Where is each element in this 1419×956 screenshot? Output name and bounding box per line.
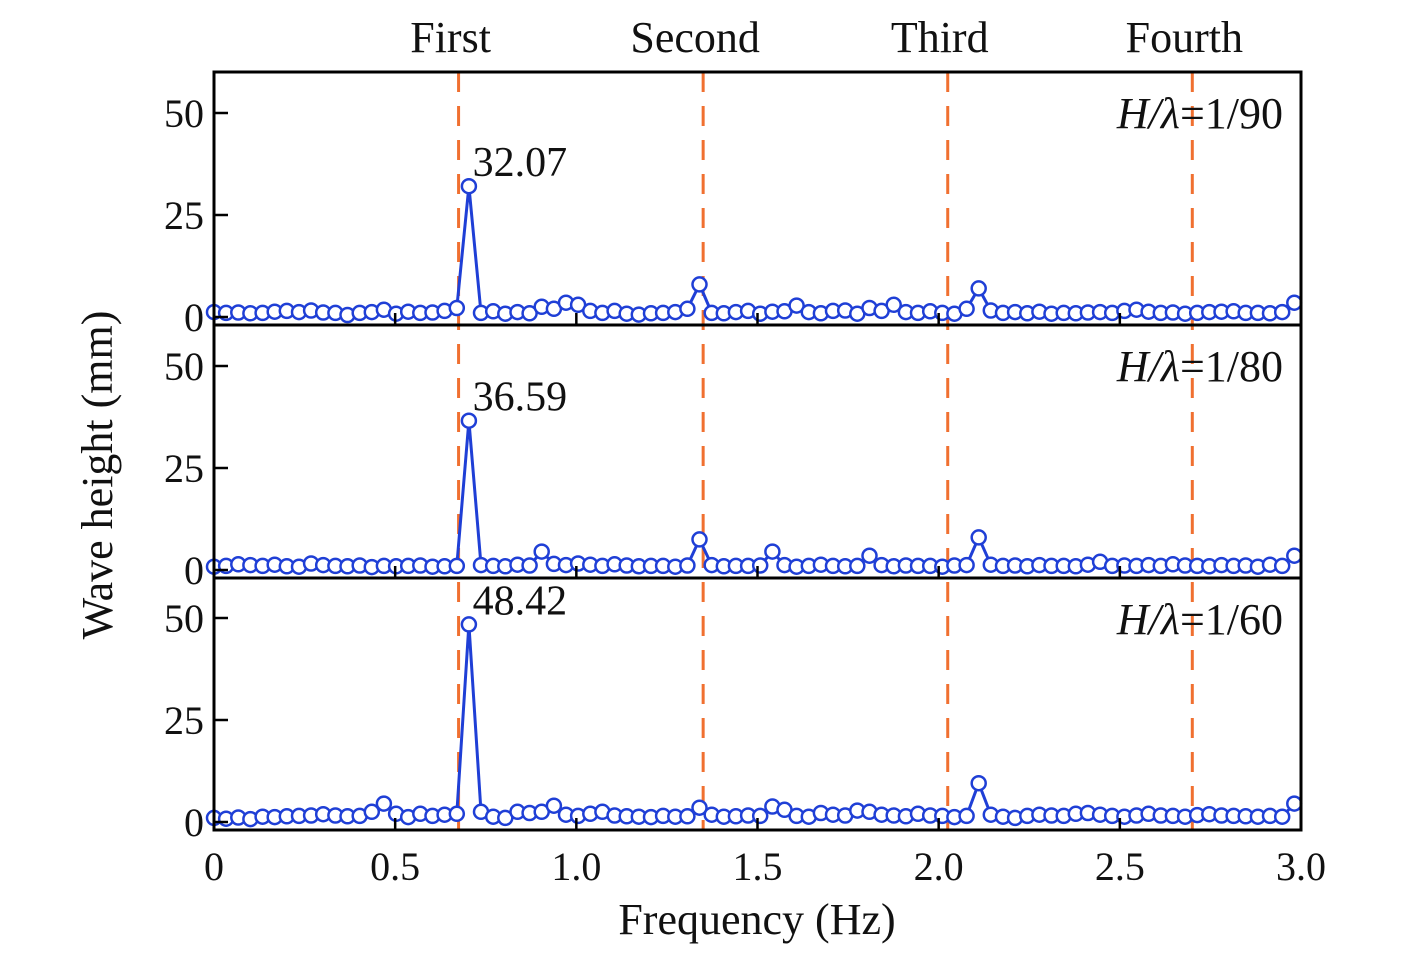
series-line-panel-3 xyxy=(213,622,1296,821)
y-tick-label-panel-1: 25 xyxy=(164,193,204,238)
data-point-panel-1 xyxy=(521,305,538,322)
panel-label-prefix: H/λ xyxy=(1116,89,1180,138)
data-point-panel-3 xyxy=(1286,795,1303,812)
y-tick-label-panel-1: 50 xyxy=(164,91,204,136)
panel-label-suffix: =1/60 xyxy=(1180,595,1283,644)
data-point-panel-3 xyxy=(751,807,769,825)
y-tick-label-panel-1: 0 xyxy=(184,295,204,340)
data-point-panel-2 xyxy=(849,557,866,575)
x-tick-label: 3.0 xyxy=(1276,844,1326,889)
harmonic-label-3: Third xyxy=(891,13,989,62)
data-point-panel-1 xyxy=(691,276,708,293)
data-point-panel-2 xyxy=(691,531,708,548)
data-point-panel-1 xyxy=(679,300,696,318)
panel-label-1: H/λ=1/90 xyxy=(1116,89,1283,138)
x-tick-label: 1.5 xyxy=(733,844,783,889)
series-line-panel-2 xyxy=(213,419,1296,569)
panel-label-3: H/λ=1/60 xyxy=(1116,595,1283,644)
harmonic-label-2: Second xyxy=(630,13,760,62)
data-point-panel-3 xyxy=(375,795,393,812)
data-point-panel-1 xyxy=(1286,294,1303,311)
x-tick-label: 0 xyxy=(204,844,224,889)
data-point-panel-2 xyxy=(1273,557,1291,575)
text-layer: Frequency (Hz) Wave height (mm) First Sec… xyxy=(73,13,1326,944)
data-point-panel-1 xyxy=(958,300,975,318)
data-point-panel-1 xyxy=(1273,303,1291,321)
plot-frame xyxy=(212,70,1303,832)
data-point-panel-2 xyxy=(958,556,975,574)
data-point-panel-2 xyxy=(1286,547,1303,564)
y-axis-title: Wave height (mm) xyxy=(73,311,122,640)
data-point-panel-3 xyxy=(679,808,696,825)
panel-label-suffix: =1/90 xyxy=(1180,89,1283,138)
x-axis-title: Frequency (Hz) xyxy=(618,895,895,944)
y-tick-label-panel-3: 0 xyxy=(184,800,204,845)
data-point-panel-3 xyxy=(460,616,478,633)
data-point-panel-3 xyxy=(363,803,381,821)
axes-layer xyxy=(212,70,1303,832)
harmonic-label-1: First xyxy=(410,13,491,62)
data-point-panel-3 xyxy=(448,805,466,823)
data-point-panel-3 xyxy=(545,797,563,814)
harmonic-guide-layer xyxy=(457,72,1194,830)
data-point-panel-3 xyxy=(958,807,975,825)
peak-value-panel-2: 36.59 xyxy=(473,375,568,421)
data-point-panel-2 xyxy=(970,529,987,546)
x-tick-label: 1.0 xyxy=(551,844,601,889)
data-point-panel-1 xyxy=(885,296,902,314)
data-point-panel-3 xyxy=(1273,808,1291,825)
y-tick-label-panel-2: 50 xyxy=(164,344,204,389)
data-point-panel-2 xyxy=(861,547,878,564)
data-point-panel-1 xyxy=(970,280,987,297)
data-point-panel-3 xyxy=(970,774,987,792)
data-point-panel-2 xyxy=(679,557,696,574)
y-tick-label-panel-2: 0 xyxy=(184,548,204,593)
peak-value-panel-1: 32.07 xyxy=(473,140,568,186)
panel-label-suffix: =1/80 xyxy=(1180,342,1283,391)
data-point-panel-2 xyxy=(751,557,769,574)
x-tick-label: 2.5 xyxy=(1095,844,1145,889)
data-point-panel-2 xyxy=(764,543,781,560)
data-point-panel-3 xyxy=(691,799,708,816)
x-tick-label: 0.5 xyxy=(370,844,420,889)
data-point-panel-1 xyxy=(460,177,478,195)
y-tick-label-panel-3: 50 xyxy=(164,596,204,641)
series-layer xyxy=(205,177,1303,828)
data-point-panel-2 xyxy=(448,557,466,575)
panel-label-2: H/λ=1/80 xyxy=(1116,342,1283,391)
x-tick-label: 2.0 xyxy=(914,844,964,889)
data-point-panel-1 xyxy=(448,299,466,317)
series-line-panel-1 xyxy=(213,184,1296,317)
data-point-panel-2 xyxy=(521,557,538,574)
y-tick-label-panel-2: 25 xyxy=(164,446,204,491)
panel-label-prefix: H/λ xyxy=(1116,342,1180,391)
data-point-panel-2 xyxy=(460,412,478,429)
panel-label-prefix: H/λ xyxy=(1116,595,1180,644)
data-point-panel-2 xyxy=(533,543,550,560)
y-tick-label-panel-3: 25 xyxy=(164,698,204,743)
harmonic-label-4: Fourth xyxy=(1126,13,1243,62)
peak-value-panel-3: 48.42 xyxy=(473,578,568,624)
data-point-panel-1 xyxy=(788,297,805,314)
